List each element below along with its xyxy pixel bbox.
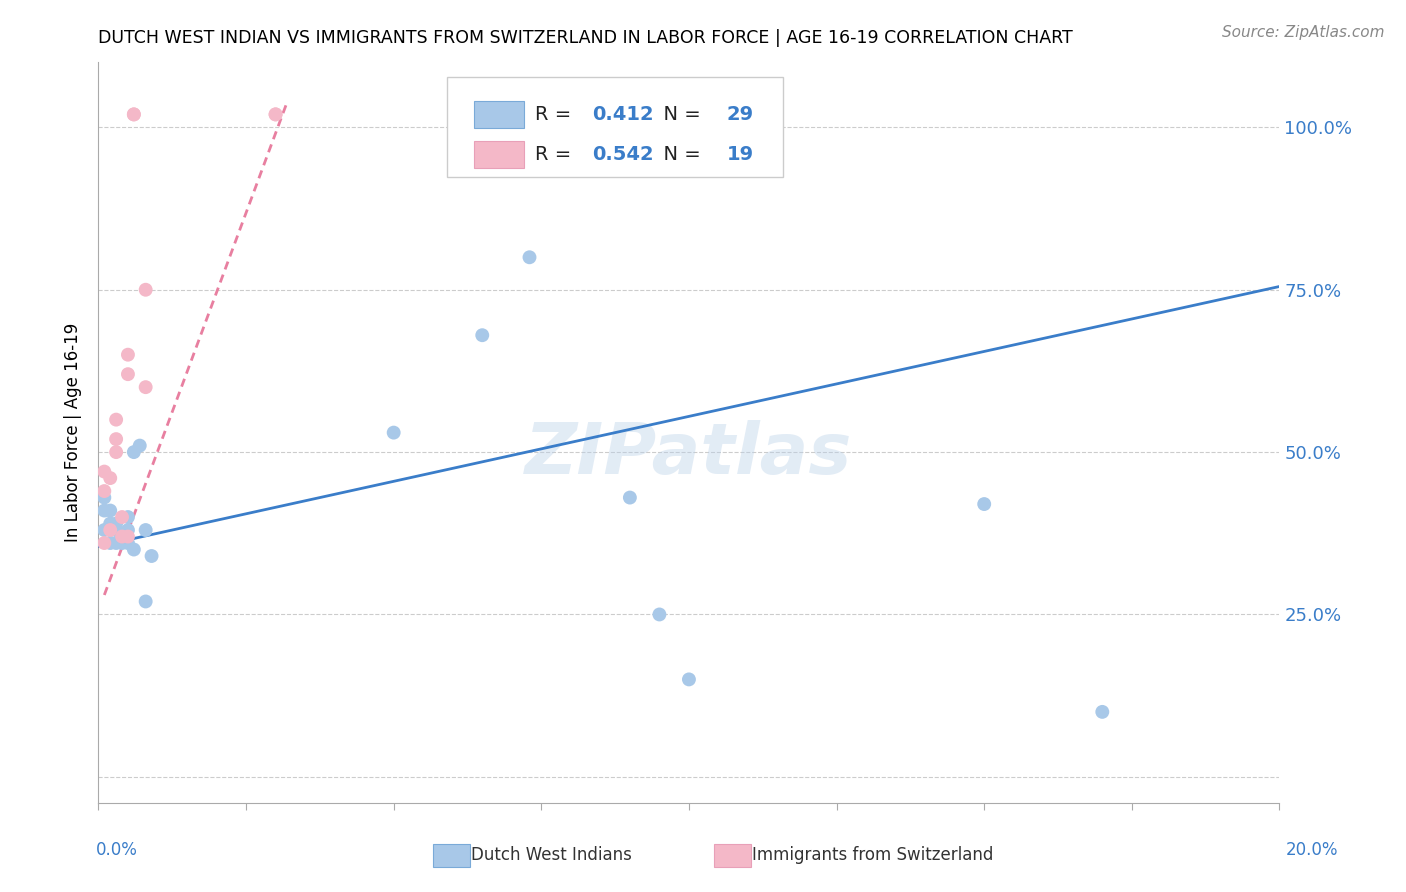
Point (117, 367, 139, 381)
Text: 19: 19 (727, 145, 754, 164)
Point (98, 503, 121, 517)
FancyBboxPatch shape (447, 78, 783, 178)
Point (93, 523, 115, 537)
Point (519, 250, 541, 264)
Point (105, 523, 128, 537)
Point (111, 536, 134, 550)
Point (105, 445, 128, 459)
Point (122, 445, 145, 459)
Point (122, 107, 145, 121)
FancyBboxPatch shape (474, 102, 523, 128)
Text: 20.0%: 20.0% (1286, 840, 1339, 858)
Text: Dutch West Indians: Dutch West Indians (471, 847, 631, 864)
Text: ZIPatlas: ZIPatlas (526, 420, 852, 490)
Point (135, 594, 157, 608)
Y-axis label: In Labor Force | Age 16-19: In Labor Force | Age 16-19 (65, 323, 83, 542)
Text: 0.0%: 0.0% (96, 840, 138, 858)
Point (111, 510, 134, 524)
Point (98, 516, 121, 531)
Point (117, 510, 139, 524)
Point (93, 484, 115, 499)
Point (648, 607, 671, 622)
Text: 29: 29 (727, 105, 754, 124)
Point (98, 471, 121, 485)
Point (135, 283, 157, 297)
Text: R =: R = (536, 105, 578, 124)
Text: DUTCH WEST INDIAN VS IMMIGRANTS FROM SWITZERLAND IN LABOR FORCE | AGE 16-19 CORR: DUTCH WEST INDIAN VS IMMIGRANTS FROM SWI… (98, 29, 1073, 47)
Point (973, 497, 995, 511)
Point (105, 412, 128, 426)
Point (264, 107, 287, 121)
Point (105, 536, 128, 550)
Point (135, 523, 157, 537)
Text: N =: N = (651, 105, 707, 124)
Point (98, 523, 121, 537)
Point (105, 432, 128, 446)
Point (111, 529, 134, 543)
Text: 0.412: 0.412 (592, 105, 654, 124)
Point (98, 536, 121, 550)
Point (122, 107, 145, 121)
Point (264, 107, 287, 121)
Point (1091, 705, 1114, 719)
Point (678, 673, 700, 687)
Point (93, 503, 115, 517)
Point (619, 491, 641, 505)
Point (117, 529, 139, 543)
Point (122, 542, 145, 557)
Text: N =: N = (651, 145, 707, 164)
Point (117, 348, 139, 362)
Point (128, 439, 150, 453)
FancyBboxPatch shape (474, 141, 523, 168)
Point (117, 523, 139, 537)
Point (111, 529, 134, 543)
Text: Source: ZipAtlas.com: Source: ZipAtlas.com (1222, 25, 1385, 40)
Point (105, 516, 128, 531)
Point (93, 491, 115, 505)
Point (117, 536, 139, 550)
Text: 0.542: 0.542 (592, 145, 654, 164)
Point (382, 425, 405, 440)
Point (93, 465, 115, 479)
Point (135, 380, 157, 394)
Point (93, 536, 115, 550)
Point (98, 523, 121, 537)
Text: R =: R = (536, 145, 578, 164)
Point (141, 549, 163, 563)
Point (471, 328, 494, 343)
Text: Immigrants from Switzerland: Immigrants from Switzerland (752, 847, 994, 864)
